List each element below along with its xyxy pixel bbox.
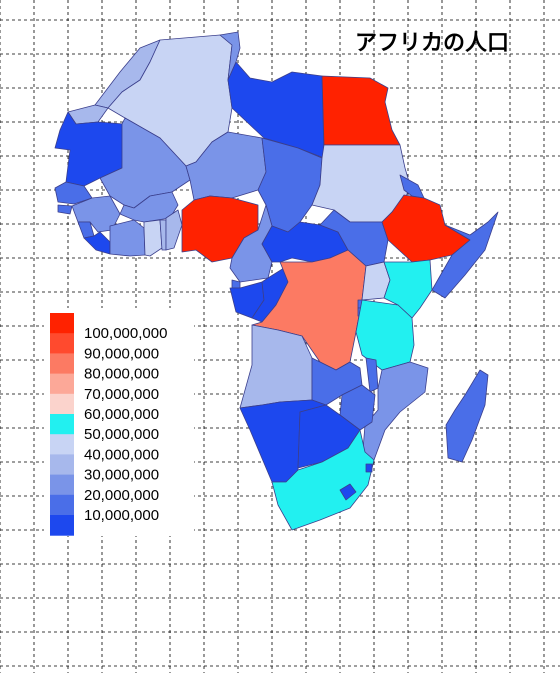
legend-label: 100,000,000 bbox=[84, 325, 167, 342]
legend: 100,000,000 90,000,000 80,000,000 70,000,00… bbox=[44, 308, 194, 536]
legend-label: 50,000,000 bbox=[84, 426, 159, 443]
legend-label: 70,000,000 bbox=[84, 386, 159, 403]
country-madagascar[interactable] bbox=[445, 369, 489, 463]
legend-swatch bbox=[50, 313, 74, 334]
country-mozambique[interactable] bbox=[361, 361, 429, 463]
country-lesotho[interactable] bbox=[339, 483, 357, 501]
legend-swatch bbox=[50, 333, 74, 354]
legend-swatch bbox=[50, 434, 74, 455]
country-guinea-bissau[interactable] bbox=[57, 204, 73, 215]
legend-swatch bbox=[50, 373, 74, 395]
legend-label: 80,000,000 bbox=[84, 366, 159, 383]
country-benin[interactable] bbox=[165, 209, 183, 251]
legend-label: 20,000,000 bbox=[84, 487, 159, 504]
legend-swatch bbox=[50, 414, 74, 435]
legend-swatch bbox=[50, 393, 74, 415]
legend-label: 30,000,000 bbox=[84, 467, 159, 484]
country-burkina-faso[interactable] bbox=[119, 191, 179, 223]
legend-labels: 100,000,000 90,000,000 80,000,000 70,000,00… bbox=[84, 325, 167, 524]
country-ivory-coast[interactable] bbox=[109, 219, 146, 257]
country-kenya[interactable] bbox=[383, 259, 433, 319]
country-mauritania[interactable] bbox=[54, 111, 125, 187]
legend-swatch bbox=[50, 494, 74, 516]
legend-swatch bbox=[50, 353, 74, 375]
legend-swatch bbox=[50, 515, 74, 536]
legend-swatches bbox=[50, 313, 74, 536]
countries bbox=[54, 31, 499, 531]
country-somalia[interactable] bbox=[431, 211, 499, 299]
legend-swatch bbox=[50, 474, 74, 496]
country-south-africa[interactable] bbox=[271, 429, 375, 531]
legend-label: 10,000,000 bbox=[84, 507, 159, 524]
legend-swatch bbox=[50, 454, 74, 476]
legend-label: 90,000,000 bbox=[84, 345, 159, 362]
map-title: アフリカの人口 bbox=[355, 31, 509, 56]
country-eswatini[interactable] bbox=[365, 463, 373, 473]
legend-label: 40,000,000 bbox=[84, 446, 159, 463]
legend-label: 60,000,000 bbox=[84, 406, 159, 423]
